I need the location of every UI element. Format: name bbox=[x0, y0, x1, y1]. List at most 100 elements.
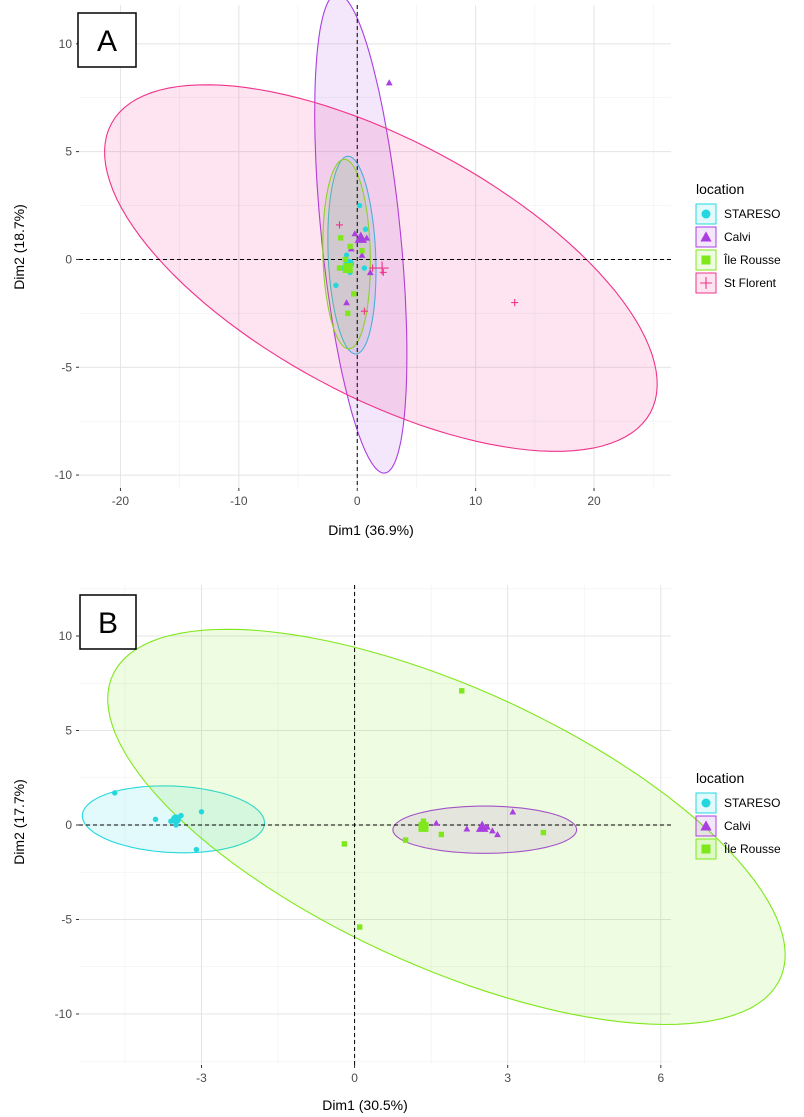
panel-b-x-tick-label: 6 bbox=[657, 1071, 664, 1085]
panel-a-ticks: -20 -10 0 10 20 -10 -5 0 5 10 bbox=[55, 37, 601, 508]
panel-a-centroid-ile-rousse bbox=[342, 263, 353, 274]
panel-b-legend-title: location bbox=[696, 770, 744, 786]
panel-b-point-ile-rousse bbox=[341, 841, 348, 847]
panel-b-y-tick-label: -10 bbox=[55, 1007, 73, 1021]
panel-b-legend-label-stareso: STARESO bbox=[724, 796, 780, 810]
panel-b-point-stareso bbox=[152, 816, 159, 823]
panel-a-point-st-florent bbox=[360, 307, 368, 315]
panel-b-centroid-ile-rousse bbox=[418, 821, 429, 832]
panel-b-ellipses bbox=[81, 628, 786, 1026]
panel-a-point-stareso bbox=[361, 265, 368, 271]
panel-a-point-ile-rousse bbox=[359, 248, 365, 254]
panel-a-point-stareso bbox=[333, 282, 339, 289]
panel-a-legend-symbol-st-florent bbox=[700, 277, 712, 289]
panel-a-tag-box bbox=[77, 12, 137, 68]
panel-a-point-calvi bbox=[343, 299, 350, 306]
panel-b-x-tick-label: 0 bbox=[351, 1071, 358, 1085]
panel-b-centroid-stareso bbox=[170, 814, 181, 825]
panel-b-tag: B bbox=[98, 607, 118, 640]
panel-b-ticks: -3 0 3 6 -10 -5 0 5 10 bbox=[55, 629, 665, 1085]
panel-b-y-axis-label: Dim2 (17.7%) bbox=[11, 779, 27, 865]
panel-b-tag-box bbox=[79, 594, 137, 650]
panel-a-y-tick-label: 10 bbox=[59, 37, 73, 51]
panel-a-point-st-florent bbox=[511, 299, 519, 307]
panel-b-point-ile-rousse bbox=[459, 688, 465, 694]
panel-b-legend-symbol-calvi bbox=[700, 820, 712, 831]
panel-a-point-st-florent bbox=[369, 264, 377, 272]
panel-a-point-ile-rousse bbox=[342, 256, 349, 263]
panel-a-x-tick-label: -10 bbox=[230, 494, 248, 508]
panel-b-points bbox=[112, 688, 547, 930]
panel-a-y-tick-label: -10 bbox=[55, 468, 73, 482]
panel-a-legend-label-stareso: STARESO bbox=[724, 207, 780, 221]
panel-a-centroid-st-florent bbox=[375, 261, 389, 275]
panel-a-y-tick-label: 5 bbox=[65, 145, 72, 159]
panel-b-point-stareso bbox=[193, 846, 200, 853]
panel-a-legend: location STARESO Calvi Île Rousse St Floren… bbox=[695, 181, 781, 294]
panel-a-point-stareso bbox=[362, 226, 369, 232]
panel-b-legend-symbol-stareso bbox=[701, 798, 711, 808]
panel-b-point-calvi bbox=[489, 827, 496, 834]
panel-b-legend-label-ile-rousse: Île Rousse bbox=[723, 841, 781, 856]
panel-a-legend-label-ile-rousse: Île Rousse bbox=[723, 252, 781, 267]
panel-a-point-calvi bbox=[363, 234, 371, 241]
panel-a-centroid-calvi bbox=[354, 231, 368, 243]
panel-b-y-tick-label: 5 bbox=[65, 724, 72, 738]
panel-b-point-stareso bbox=[112, 790, 118, 796]
panel-a-point-calvi bbox=[358, 251, 366, 258]
panel-b-y-tick-label: -5 bbox=[61, 912, 72, 926]
panel-a-point-ile-rousse bbox=[336, 265, 343, 271]
panel-a-point-st-florent bbox=[335, 221, 343, 229]
panel-b-x-axis-label: Dim1 (30.5%) bbox=[322, 1097, 408, 1113]
panel-b-point-ile-rousse bbox=[402, 837, 409, 843]
panel-b-ellipse-ile-rousse bbox=[107, 628, 786, 1026]
panel-a-tag: A bbox=[97, 25, 117, 58]
panel-a-points bbox=[333, 79, 519, 317]
panel-b-point-calvi bbox=[432, 819, 440, 826]
panel-a-y-tick-label: 0 bbox=[65, 252, 72, 266]
panel-a-legend-label-st-florent: St Florent bbox=[724, 276, 777, 290]
panel-b-point-ile-rousse bbox=[356, 924, 363, 930]
panel-a: -20 -10 0 10 20 -10 -5 0 5 10 Dim1 (36.9%) Dim2 (… bbox=[11, 0, 781, 538]
panel-a-legend-title: location bbox=[696, 181, 744, 197]
panel-b: -3 0 3 6 -10 -5 0 5 10 Dim1 (30.5%) Dim2 (17.7%)… bbox=[11, 585, 786, 1113]
panel-a-x-axis-label: Dim1 (36.9%) bbox=[328, 522, 414, 538]
panel-a-point-ile-rousse bbox=[337, 235, 344, 241]
panel-a-point-calvi bbox=[366, 269, 374, 276]
panel-a-legend-label-calvi: Calvi bbox=[724, 230, 751, 244]
panel-b-legend-symbol-ile-rousse bbox=[701, 844, 711, 854]
panel-a-point-ile-rousse bbox=[350, 291, 357, 297]
panel-a-point-calvi bbox=[385, 79, 393, 86]
panel-a-ellipse-stareso bbox=[327, 155, 377, 355]
panel-b-point-ile-rousse bbox=[540, 829, 547, 836]
panel-a-reference-lines bbox=[79, 5, 671, 488]
panel-a-legend-symbol-ile-rousse bbox=[701, 255, 711, 265]
panel-b-point-ile-rousse bbox=[420, 818, 427, 824]
panel-a-x-tick-label: 0 bbox=[354, 494, 361, 508]
panel-a-legend-symbol-calvi bbox=[700, 231, 712, 242]
panel-b-point-ile-rousse bbox=[438, 831, 445, 838]
panel-a-x-tick-label: 10 bbox=[469, 494, 483, 508]
panel-b-legend-label-calvi: Calvi bbox=[724, 819, 751, 833]
panel-b-y-tick-label: 10 bbox=[59, 629, 73, 643]
panel-b-y-tick-label: 0 bbox=[65, 818, 72, 832]
panel-b-x-tick-label: 3 bbox=[504, 1071, 511, 1085]
panel-b-x-tick-label: -3 bbox=[196, 1071, 207, 1085]
panel-b-point-stareso bbox=[198, 809, 205, 815]
panel-a-point-stareso bbox=[356, 202, 363, 209]
panel-a-x-tick-label: -20 bbox=[112, 494, 130, 508]
panel-b-point-calvi bbox=[494, 831, 501, 838]
panel-a-point-ile-rousse bbox=[347, 243, 353, 250]
panel-b-legend: location STARESO Calvi Île Rousse bbox=[695, 770, 781, 860]
panel-a-point-calvi bbox=[351, 230, 359, 237]
panel-a-point-st-florent bbox=[379, 268, 387, 276]
panel-a-x-tick-label: 20 bbox=[587, 494, 601, 508]
panel-b-centroid-calvi bbox=[475, 820, 489, 832]
panel-a-legend-symbol-stareso bbox=[701, 209, 711, 219]
panel-a-point-ile-rousse bbox=[345, 310, 351, 317]
panel-a-y-axis-label: Dim2 (18.7%) bbox=[11, 204, 27, 290]
panel-a-point-stareso bbox=[343, 252, 350, 258]
panel-a-y-tick-label: -5 bbox=[61, 360, 72, 374]
panel-b-point-calvi bbox=[463, 825, 471, 832]
